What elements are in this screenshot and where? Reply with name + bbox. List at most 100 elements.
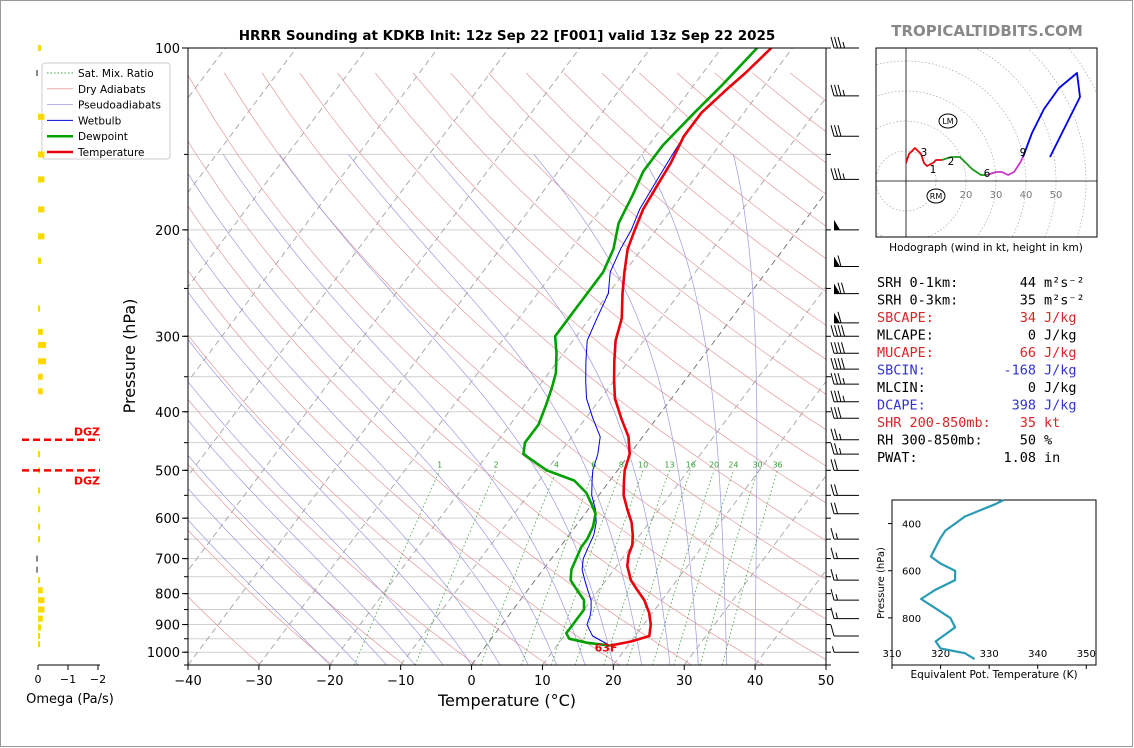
hodo-segment	[905, 147, 942, 167]
index-unit: J/kg	[1044, 328, 1077, 344]
barb-full	[837, 168, 842, 180]
index-label: SBCAPE:	[877, 310, 934, 326]
pseudoadiabat	[188, 338, 472, 665]
barb-half	[839, 433, 842, 440]
index-value: 35	[1020, 415, 1036, 431]
barb-full	[830, 569, 835, 581]
barb-half	[842, 41, 845, 49]
isotherm	[258, 48, 723, 665]
dry-adiabat	[337, 72, 826, 504]
barb-half	[842, 395, 845, 402]
dry-adiabat	[412, 72, 826, 431]
theta-e-y-tick-label: 800	[902, 614, 921, 625]
omega-bar	[38, 233, 45, 240]
hodo-tick-label: 40	[1020, 190, 1033, 201]
legend: Sat. Mix. Ratio Dry Adiabats Pseudoadiabat…	[41, 62, 171, 160]
omega-bar	[38, 373, 43, 380]
legend-entry: Dry Adiabats	[78, 84, 146, 96]
dry-adiabat	[299, 72, 826, 542]
omega-bar	[38, 632, 40, 639]
pseudoadiabat	[733, 154, 758, 665]
mixing-ratio-label: 8	[619, 460, 624, 469]
index-label: PWAT:	[877, 450, 918, 466]
isotherm	[188, 48, 510, 477]
barb-full	[837, 311, 842, 323]
barb-full	[830, 168, 835, 180]
index-unit: in	[1044, 450, 1060, 466]
mixing-ratio-label: 1	[437, 460, 442, 469]
dry-adiabat	[488, 72, 826, 360]
barb-flag	[834, 219, 840, 230]
legend-entry: Wetbulb	[78, 115, 122, 127]
dgz-label-top: DGZ	[74, 426, 100, 439]
barb-flag	[834, 256, 840, 267]
barb-half	[842, 377, 845, 385]
barb-full	[841, 357, 845, 370]
legend-entry: Dewpoint	[78, 131, 128, 143]
wetbulb-line	[581, 48, 772, 647]
omega-bar	[38, 151, 45, 158]
omega-bar	[38, 341, 46, 348]
barb-full	[837, 342, 842, 354]
hodo-height-label: 9	[1020, 147, 1027, 159]
omega-panel: 0 −1 −2 DGZ DGZ Omega (Pa/s)	[22, 45, 114, 707]
barb-full	[841, 325, 845, 337]
index-unit: m²s⁻²	[1044, 293, 1085, 309]
mixing-ratio-line	[603, 470, 670, 665]
dry-adiabat	[188, 463, 405, 665]
wind-barb	[830, 390, 859, 403]
legend-entry: Pseudoadiabats	[78, 100, 161, 112]
index-row: MLCAPE: 0 J/kg	[877, 328, 1077, 344]
wind-barb	[830, 502, 859, 515]
barb-full	[830, 459, 835, 471]
wind-barb	[830, 407, 859, 419]
barb-full	[837, 372, 842, 385]
storm-motion-label: LM	[942, 117, 953, 126]
pseudoadiabat	[188, 172, 557, 665]
index-row: MUCAPE: 66 J/kg	[877, 345, 1077, 361]
index-label: SRH 0-3km:	[877, 293, 958, 309]
index-unit: J/kg	[1044, 363, 1077, 379]
barb-full	[834, 36, 838, 49]
barb-full	[834, 168, 838, 180]
barb-full	[834, 325, 838, 337]
theta-e-frame	[891, 499, 1097, 666]
mixing-ratio-label: 20	[709, 460, 719, 469]
wind-barb	[830, 459, 859, 471]
dry-adiabat	[188, 270, 621, 665]
mixing-ratio-label: 2	[493, 460, 498, 469]
barb-full	[841, 342, 845, 354]
legend-entry: Temperature	[77, 147, 145, 159]
barb-half	[842, 173, 845, 180]
theta-e-x-tick-label: 310	[882, 649, 901, 660]
y-tick-label: 500	[155, 464, 180, 479]
barb-full	[830, 428, 835, 440]
skewt-profiles	[522, 48, 773, 647]
barb-full	[830, 547, 835, 559]
pseudoadiabat	[223, 154, 586, 665]
barb-full	[841, 282, 845, 294]
skewt-background-lines	[188, 48, 826, 665]
wind-barb	[830, 84, 859, 97]
omega-bar	[38, 487, 40, 494]
x-tick-label: −20	[316, 674, 343, 689]
y-tick-label: 600	[155, 512, 180, 527]
wind-barb	[830, 607, 859, 620]
barb-half	[835, 574, 838, 581]
index-label: MLCAPE:	[877, 328, 934, 344]
index-value: -168	[1003, 363, 1036, 379]
theta-e-x-tick-label: 330	[980, 649, 999, 660]
skewt-panel: 1 2 4 6 8 10 13 16 20 24 30 36−40 −30 −20 −10 0 10 20 30 40…	[41, 42, 834, 710]
storm-motion-label: RM	[930, 192, 943, 201]
barb-full	[830, 624, 835, 637]
pseudoadiabat	[188, 488, 359, 665]
theta-e-panel: 310 320 330 340 350 400 600 800 Equivalent Pot.…	[876, 499, 1097, 681]
x-tick-label: 30	[676, 674, 693, 689]
omega-bar	[38, 388, 43, 395]
dry-adiabat	[224, 72, 826, 620]
temperature-line	[609, 48, 773, 647]
dry-adiabat	[188, 596, 261, 665]
storm-motion-marker	[938, 113, 958, 129]
